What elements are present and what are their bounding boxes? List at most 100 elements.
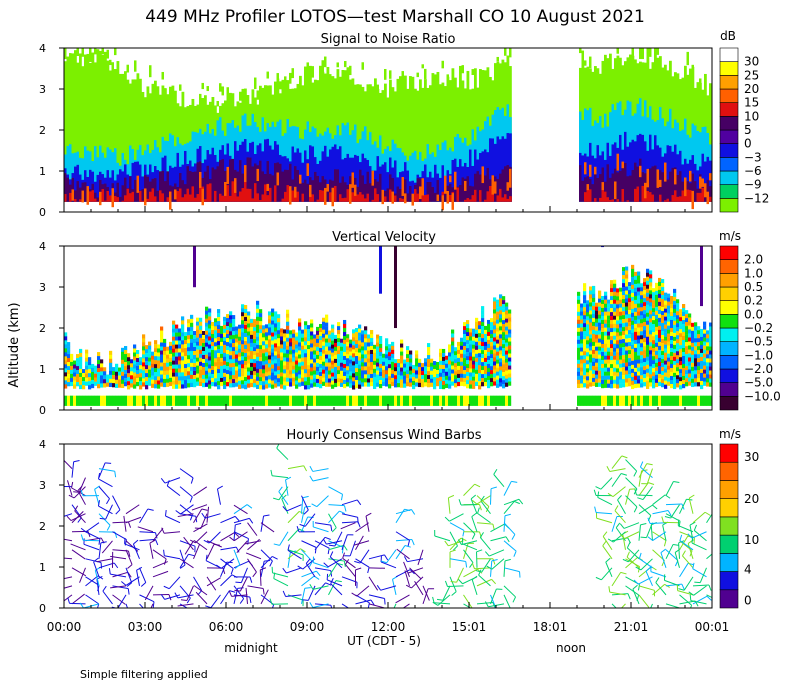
snr-title: Signal to Noise Ratio <box>321 32 456 47</box>
velocity-cell <box>382 369 386 374</box>
velocity-cell <box>319 372 323 377</box>
snr-cell <box>226 185 230 202</box>
velocity-cell <box>592 369 596 375</box>
velocity-cell <box>220 357 224 363</box>
velocity-cell <box>337 395 341 406</box>
velocity-cell <box>679 313 683 318</box>
snr-cell <box>81 190 84 203</box>
velocity-cell <box>577 295 581 301</box>
velocity-cell <box>298 326 302 331</box>
snr-cell <box>69 144 72 202</box>
velocity-cell <box>586 352 590 357</box>
velocity-cell <box>370 361 374 367</box>
velocity-cell <box>586 340 590 345</box>
velocity-cell <box>598 334 602 339</box>
velocity-cell <box>589 354 593 359</box>
velocity-cell <box>652 324 656 329</box>
velocity-cell <box>490 354 494 359</box>
velocity-cell <box>376 334 380 339</box>
velocity-cell <box>367 382 371 387</box>
velocity-cell <box>457 345 461 351</box>
velocity-cell <box>508 353 512 358</box>
velocity-cell <box>295 356 299 361</box>
snr-cell <box>266 71 269 79</box>
velocity-cell <box>238 380 242 385</box>
snr-cell <box>279 163 282 202</box>
velocity-cell <box>595 370 599 375</box>
velocity-cell <box>229 395 233 406</box>
velocity-cell <box>370 381 374 387</box>
wind-barb <box>260 589 269 605</box>
velocity-cell <box>181 320 185 325</box>
snr-cell <box>471 195 475 202</box>
snr-cell <box>106 190 110 202</box>
snr-cell <box>481 171 485 202</box>
velocity-cell <box>109 370 113 376</box>
velocity-cell <box>262 385 266 390</box>
velocity-cell <box>445 363 449 368</box>
velocity-cell <box>388 395 392 406</box>
velocity-cell <box>619 291 623 296</box>
snr-cell <box>479 174 482 202</box>
snr-cell <box>99 50 102 202</box>
velocity-cell <box>127 385 131 390</box>
velocity-cell <box>358 336 362 341</box>
velocity-cell <box>613 307 617 312</box>
velocity-cell <box>643 378 647 383</box>
snr-cell <box>379 173 382 202</box>
velocity-cell <box>262 353 266 358</box>
velocity-cell <box>451 349 455 354</box>
velocity-cell <box>310 323 314 328</box>
velocity-cell <box>388 372 392 377</box>
velocity-cell <box>616 288 620 293</box>
velocity-cell <box>589 338 593 343</box>
velocity-cell <box>67 350 71 355</box>
velocity-cell <box>190 370 194 376</box>
snr-cell <box>491 138 495 202</box>
velocity-cell <box>631 372 635 378</box>
velocity-cell <box>184 356 188 361</box>
velocity-cell <box>661 299 665 304</box>
velocity-cell <box>241 312 245 317</box>
wind-barb <box>64 594 73 602</box>
velocity-cell <box>295 360 299 365</box>
wind-barb-flag <box>127 550 131 557</box>
velocity-cell <box>490 378 494 383</box>
velocity-cell <box>352 373 356 378</box>
velocity-cell <box>598 310 602 315</box>
snr-cell <box>381 90 385 202</box>
velocity-cell <box>310 339 314 344</box>
velocity-cell <box>406 382 410 387</box>
velocity-cell <box>259 349 263 354</box>
velocity-cell <box>229 367 233 372</box>
colorbar-swatch <box>719 341 739 356</box>
velocity-cell <box>595 354 599 359</box>
velocity-cell <box>382 377 386 382</box>
velocity-cell <box>133 360 137 365</box>
velocity-cell <box>634 291 638 297</box>
snr-cell <box>311 66 314 78</box>
snr-cell <box>331 146 335 202</box>
snr-cell <box>189 171 192 202</box>
velocity-cell <box>148 377 152 382</box>
velocity-cell <box>694 362 698 367</box>
velocity-cell <box>190 366 194 372</box>
velocity-cell <box>244 341 248 346</box>
velocity-cell <box>379 339 383 345</box>
snr-cell <box>91 52 95 202</box>
velocity-cell <box>199 325 203 331</box>
velocity-cell <box>484 377 488 383</box>
velocity-cell <box>694 322 698 327</box>
velocity-cell <box>214 330 218 335</box>
velocity-cell <box>382 365 386 370</box>
snr-cell <box>354 192 357 202</box>
velocity-cell <box>610 356 614 361</box>
velocity-cell <box>415 382 419 387</box>
snr-cell <box>649 192 652 202</box>
velocity-cell <box>298 378 302 383</box>
snr-cell <box>206 165 210 202</box>
velocity-cell <box>292 341 296 346</box>
velocity-cell <box>694 374 698 379</box>
velocity-cell <box>322 321 326 326</box>
